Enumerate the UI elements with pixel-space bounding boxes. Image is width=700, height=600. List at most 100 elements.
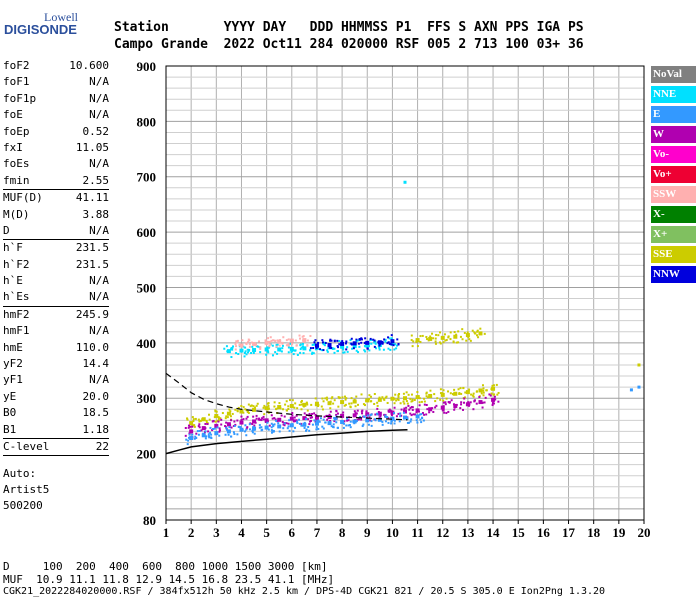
echo-speckle (209, 431, 212, 434)
echo-speckle (279, 349, 282, 352)
data-point (277, 347, 282, 352)
param-key: foF1p (3, 91, 37, 105)
echo-speckle (307, 418, 310, 421)
echo-speckle (390, 422, 393, 425)
echo-speckle (333, 418, 336, 421)
echo-speckle (420, 400, 423, 403)
echo-speckle (306, 409, 309, 412)
echo-speckle (373, 340, 376, 343)
echo-speckle (230, 435, 233, 438)
echo-speckle (303, 412, 306, 415)
echo-speckle (346, 419, 349, 422)
echo-speckle (281, 344, 284, 347)
echo-speckle (245, 353, 248, 356)
echo-speckle (370, 338, 373, 341)
echo-speckle (368, 416, 371, 419)
echo-speckle (399, 402, 402, 405)
echo-speckle (251, 409, 254, 412)
echo-speckle (226, 350, 229, 353)
data-point (226, 429, 231, 434)
data-point (252, 419, 257, 424)
echo-speckle (305, 418, 308, 421)
x-tick-label: 20 (638, 525, 651, 540)
echo-speckle (291, 399, 294, 402)
echo-speckle (266, 346, 269, 349)
x-tick-label: 2 (188, 525, 195, 540)
echo-speckle (349, 426, 352, 429)
echo-speckle (448, 401, 451, 404)
echo-speckle (244, 346, 247, 349)
echo-speckle (472, 395, 475, 398)
echo-speckle (393, 402, 396, 405)
y-tick-label: 600 (137, 225, 157, 240)
echo-speckle (378, 342, 381, 345)
echo-speckle (204, 427, 207, 430)
y-tick-label: 400 (137, 336, 157, 351)
echo-speckle (200, 429, 203, 432)
echo-speckle (473, 331, 476, 334)
echo-speckle (418, 401, 421, 404)
param-row: foE N/A (0, 107, 112, 123)
echo-speckle (345, 397, 348, 400)
echo-speckle (390, 334, 393, 337)
param-row: h`Es N/A (0, 289, 112, 305)
echo-speckle (374, 340, 377, 343)
echo-speckle (381, 423, 384, 426)
echo-speckle (471, 394, 474, 397)
echo-speckle (236, 409, 239, 412)
echo-speckle (264, 420, 267, 423)
echo-speckle (361, 409, 364, 412)
echo-speckle (255, 404, 258, 407)
echo-speckle (193, 424, 196, 427)
echo-speckle (444, 403, 447, 406)
echo-speckle (294, 402, 297, 405)
echo-speckle (365, 410, 368, 413)
echo-speckle (426, 396, 429, 399)
echo-speckle (345, 340, 348, 343)
echo-speckle (342, 411, 345, 414)
header-row2: Campo Grande 2022 Oct11 284 020000 RSF 0… (114, 37, 584, 52)
echo-speckle (280, 414, 283, 417)
echo-speckle (187, 426, 190, 429)
echo-speckle (193, 425, 196, 428)
params-separator (3, 305, 109, 307)
echo-speckle (186, 443, 189, 446)
echo-speckle (291, 414, 294, 417)
echo-speckle (383, 413, 386, 416)
param-value: N/A (89, 108, 109, 122)
param-key: hmE (3, 340, 23, 354)
echo-speckle (211, 429, 214, 432)
echo-speckle (265, 419, 268, 422)
echo-speckle (356, 409, 359, 412)
param-value: 2.55 (82, 173, 110, 187)
param-row: h`E N/A (0, 273, 112, 289)
legend-item-ssw: SSW (651, 186, 696, 203)
echo-speckle (233, 420, 236, 423)
echo-speckle (193, 437, 196, 440)
echo-speckle (259, 346, 262, 349)
x-tick-label: 5 (263, 525, 270, 540)
echo-speckle (269, 336, 272, 339)
echo-speckle (283, 422, 286, 425)
echo-speckle (434, 406, 437, 409)
echo-speckle (263, 413, 266, 416)
echo-speckle (455, 341, 458, 344)
echo-speckle (255, 414, 258, 417)
echo-speckle (341, 340, 344, 343)
echo-speckle (378, 343, 381, 346)
data-point (314, 421, 319, 426)
echo-speckle (288, 399, 291, 402)
echo-speckle (431, 332, 434, 335)
echo-speckle (396, 398, 399, 401)
echo-speckle (232, 431, 235, 434)
echo-speckle (376, 407, 379, 410)
echo-speckle (265, 353, 268, 356)
echo-speckle (198, 429, 201, 432)
echo-speckle (272, 339, 275, 342)
echo-speckle (418, 397, 421, 400)
echo-speckle (475, 402, 478, 405)
echo-speckle (185, 438, 188, 441)
echo-speckle (186, 418, 189, 421)
echo-speckle (335, 413, 338, 416)
echo-speckle (199, 419, 202, 422)
